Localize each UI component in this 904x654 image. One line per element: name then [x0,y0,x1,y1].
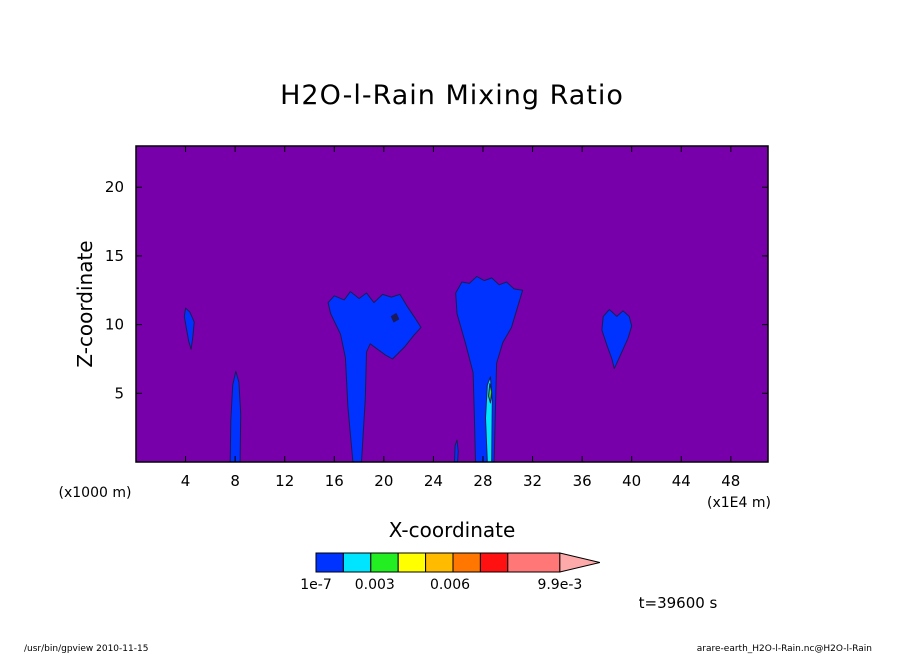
colorbar-segment [425,552,454,573]
plot-frame [135,145,769,463]
colorbar-label: 1e-7 [300,577,331,593]
x-axis-label: X-coordinate [389,518,516,542]
cell-x26-31-peak [488,383,493,404]
x-tick-label: 40 [622,472,641,490]
colorbar-segment [452,552,481,573]
colorbar-segment [342,552,372,573]
y-tick-label: 5 [114,384,124,402]
cell-x16-22 [327,291,422,463]
y-tick-label: 10 [105,316,124,334]
x-tick-label: 8 [230,472,240,490]
colorbar-segment [479,552,509,573]
colorbar-segment [370,552,399,573]
x-tick-label: 36 [573,472,592,490]
cell-x16-22-core [390,313,400,323]
colorbar-arrow [559,552,600,573]
x-unit-right: (x1E4 m) [707,495,771,511]
x-tick-label: 32 [523,472,542,490]
colorbar: 1e-7 0.003 0.006 9.9e-3 [300,552,600,593]
y-axis-label: Z-coordinate [73,240,97,367]
x-tick-label: 28 [473,472,492,490]
colorbar-label: 9.9e-3 [537,577,582,593]
x-tick-label: 24 [424,472,443,490]
y-axis-ticks: 5 10 15 20 [105,178,768,402]
x-axis-ticks: 4 8 12 16 20 24 28 32 36 40 44 48 [181,146,740,490]
colorbar-label: 0.006 [430,577,470,593]
cell-x38-40 [601,309,633,370]
colorbar-segment [315,552,344,573]
cell-x4 [183,307,195,350]
y-tick-label: 20 [105,178,124,196]
y-tick-label: 15 [105,247,124,265]
colorbar-label: 0.003 [355,577,395,593]
x-tick-label: 4 [181,472,191,490]
contour-features [183,276,633,463]
chart-title: H2O-l-Rain Mixing Ratio [280,80,624,111]
cell-x26-31 [455,276,524,463]
x-unit-left: (x1000 m) [59,485,132,501]
x-tick-label: 16 [325,472,344,490]
x-tick-label: 20 [374,472,393,490]
footer-left: /usr/bin/gpview 2010-11-15 [24,644,148,654]
footer-right: arare-earth_H2O-l-Rain.nc@H2O-l-Rain [697,644,872,654]
x-tick-label: 48 [721,472,740,490]
plot-background [136,146,768,462]
colorbar-segment [397,552,427,573]
time-label: t=39600 s [639,594,718,612]
x-tick-label: 44 [672,472,691,490]
x-tick-label: 12 [275,472,294,490]
colorbar-segment [507,552,561,573]
cell-x8 [229,370,242,463]
